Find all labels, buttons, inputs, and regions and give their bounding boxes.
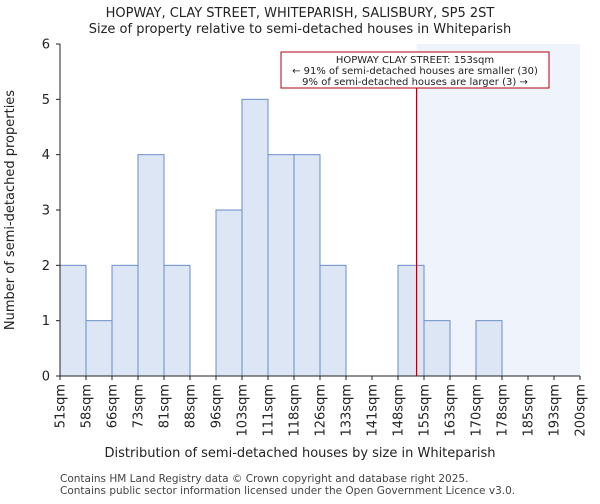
bar-155sqm bbox=[423, 320, 451, 377]
bar-51sqm bbox=[59, 264, 87, 377]
x-tick-label: 66sqm bbox=[106, 384, 121, 428]
x-tick-label: 103sqm bbox=[236, 384, 251, 437]
x-tick-label: 170sqm bbox=[470, 384, 485, 437]
x-tick-label: 126sqm bbox=[314, 384, 329, 437]
y-tick-label: 0 bbox=[42, 370, 50, 385]
x-tick-label: 148sqm bbox=[392, 384, 407, 437]
bar-126sqm bbox=[319, 264, 347, 377]
annotation-box: HOPWAY CLAY STREET: 153sqm ← 91% of semi… bbox=[280, 51, 550, 89]
x-tick-label: 141sqm bbox=[366, 384, 381, 437]
y-tick-label: 3 bbox=[42, 204, 50, 219]
annotation-line-3: 9% of semi-detached houses are larger (3… bbox=[302, 77, 528, 88]
y-tick-label: 5 bbox=[42, 93, 50, 108]
y-tick-label: 4 bbox=[42, 148, 50, 163]
x-tick-label: 200sqm bbox=[574, 384, 589, 437]
x-tick-label: 111sqm bbox=[262, 384, 277, 437]
bar-73sqm bbox=[137, 154, 165, 377]
bar-111sqm bbox=[267, 154, 295, 377]
x-tick-label: 81sqm bbox=[158, 384, 173, 428]
bar-170sqm bbox=[475, 320, 503, 377]
chart-title: HOPWAY, CLAY STREET, WHITEPARISH, SALISB… bbox=[106, 6, 495, 21]
y-tick-label: 1 bbox=[42, 314, 50, 329]
x-tick-label: 96sqm bbox=[210, 384, 225, 428]
chart-subtitle: Size of property relative to semi-detach… bbox=[89, 22, 512, 37]
bar-103sqm bbox=[241, 98, 269, 377]
y-ticks-group: 0 1 2 3 4 5 6 bbox=[42, 38, 60, 385]
bar-58sqm bbox=[85, 320, 113, 377]
x-tick-label: 51sqm bbox=[54, 384, 69, 428]
bar-118sqm bbox=[293, 154, 321, 377]
x-ticks-group: 51sqm 58sqm 66sqm 73sqm 81sqm 88sqm 96sqm 103sq… bbox=[54, 376, 589, 437]
bars-group bbox=[59, 98, 503, 377]
x-tick-label: 73sqm bbox=[132, 384, 147, 428]
annotation-line-2: ← 91% of semi-detached houses are smalle… bbox=[292, 66, 538, 77]
x-tick-label: 163sqm bbox=[444, 384, 459, 437]
x-tick-label: 58sqm bbox=[80, 384, 95, 428]
x-tick-label: 185sqm bbox=[522, 384, 537, 437]
x-tick-label: 118sqm bbox=[288, 384, 303, 437]
x-tick-label: 178sqm bbox=[496, 384, 511, 437]
x-tick-label: 155sqm bbox=[418, 384, 433, 437]
footer-line-2: Contains public sector information licen… bbox=[60, 485, 515, 497]
x-axis-label: Distribution of semi-detached houses by … bbox=[105, 446, 496, 461]
footer-line-1: Contains HM Land Registry data © Crown c… bbox=[60, 473, 468, 485]
y-tick-label: 6 bbox=[42, 38, 50, 53]
y-tick-label: 2 bbox=[42, 259, 50, 274]
y-axis-label: Number of semi-detached properties bbox=[3, 90, 18, 330]
x-tick-label: 88sqm bbox=[184, 384, 199, 428]
bar-148sqm bbox=[397, 264, 425, 377]
bar-81sqm bbox=[163, 264, 191, 377]
x-tick-label: 193sqm bbox=[548, 384, 563, 437]
x-tick-label: 133sqm bbox=[340, 384, 355, 437]
bar-96sqm bbox=[215, 209, 243, 377]
annotation-line-1: HOPWAY CLAY STREET: 153sqm bbox=[336, 55, 494, 66]
bar-66sqm bbox=[111, 264, 139, 377]
